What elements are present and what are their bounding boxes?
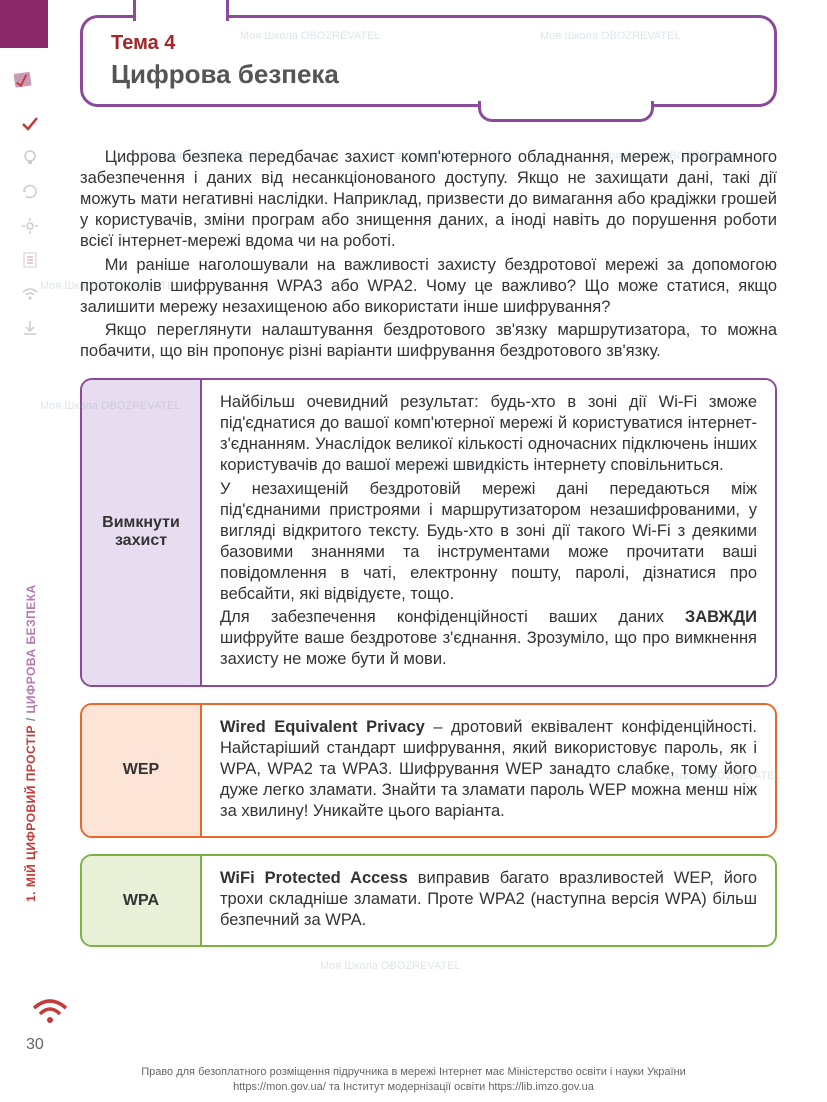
paragraph: Якщо переглянути налаштування бездротово… [80,320,777,362]
box-paragraph: Найбільш очевидний результат: будь-хто в… [220,392,757,476]
download-icon [20,318,40,338]
topic-label: Тема 4 [111,32,746,55]
topic-title: Цифрова безпека [111,59,746,90]
bulb-icon [20,148,40,168]
check-icon [20,114,40,134]
box-paragraph: Для забезпечення конфіденційності ваших … [220,607,757,670]
box-label: WPA [82,856,202,945]
paragraph: Цифрова безпека передбачає захист комп'ю… [80,147,777,253]
box-label: Вимкнути захист [82,380,202,684]
footer-line: https://mon.gov.ua/ та Інститут модерніз… [0,1080,827,1094]
note-icon [20,250,40,270]
title-frame: Тема 4 Цифрова безпека [80,15,777,107]
box-content: Найбільш очевидний результат: будь-хто в… [202,380,775,684]
page-corner [0,0,48,48]
section-name: ЦИФРОВА БЕЗПЕКА [24,584,38,713]
box-content: Wired Equivalent Privacy – дротовий екві… [202,705,775,837]
watermark: Моя Школа OBOZREVATEL [320,960,461,972]
gear-icon [20,216,40,236]
box-paragraph: Wired Equivalent Privacy – дротовий екві… [220,717,757,823]
footer: Право для безоплатного розміщення підруч… [0,1065,827,1094]
security-box-wep: WEP Wired Equivalent Privacy – дротовий … [80,703,777,839]
box-label: WEP [82,705,202,837]
wifi-small-icon [20,284,40,304]
body-text: Цифрова безпека передбачає захист комп'ю… [80,147,777,362]
box-paragraph: WiFi Protected Access виправив багато вр… [220,868,757,931]
box-content: WiFi Protected Access виправив багато вр… [202,856,775,945]
section-number: 1. МІЙ ЦИФРОВИЙ ПРОСТІР [24,725,38,902]
box-paragraph: У незахищеній бездротовій мережі дані пе… [220,479,757,606]
footer-line: Право для безоплатного розміщення підруч… [0,1065,827,1079]
sidebar-icons [14,70,46,338]
security-box-wpa: WPA WiFi Protected Access виправив багат… [80,854,777,947]
security-box-disable: Вимкнути захист Найбільш очевидний резул… [80,378,777,686]
paragraph: Ми раніше наголошували на важливості зах… [80,255,777,318]
vertical-section-label: 1. МІЙ ЦИФРОВИЙ ПРОСТІР / ЦИФРОВА БЕЗПЕК… [24,584,38,902]
refresh-icon [20,182,40,202]
wifi-icon [32,996,68,1026]
page-number: 30 [26,1036,44,1054]
book-icon [12,68,48,102]
